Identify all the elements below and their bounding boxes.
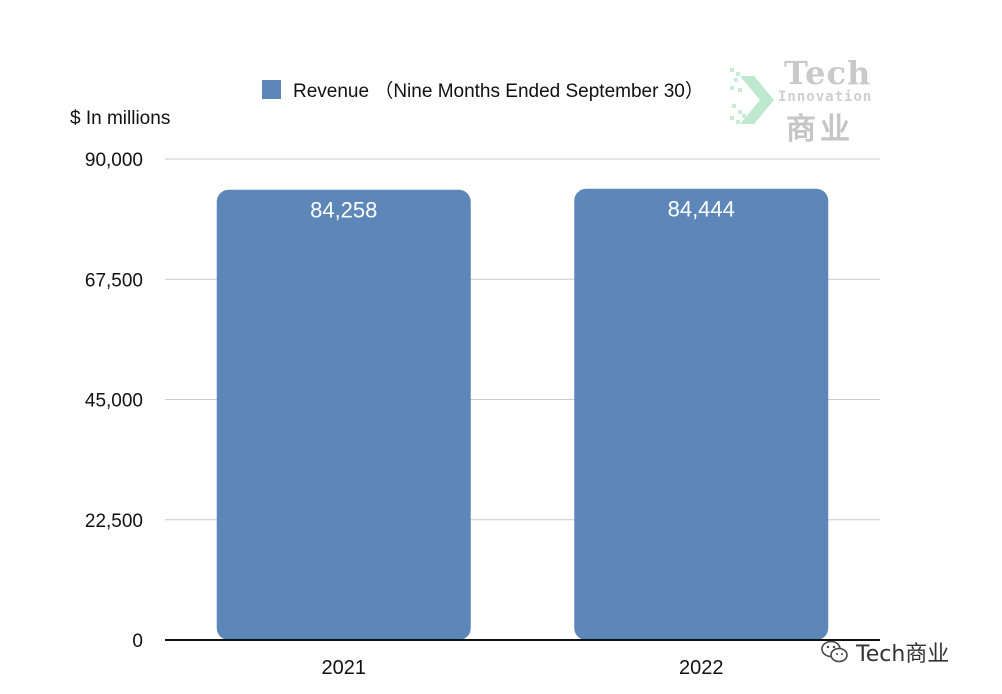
logo-tech-text: Tech: [784, 54, 872, 92]
y-tick-label: 45,000: [85, 391, 143, 412]
watermark-text: Tech商业: [856, 642, 950, 667]
logo-innovation-text: Innovation: [778, 89, 873, 105]
data-label: 84,258: [310, 198, 377, 223]
watermark: Tech商业: [820, 636, 949, 668]
data-label: 84,444: [668, 197, 735, 222]
legend: Revenue （Nine Months Ended September 30）: [262, 76, 704, 103]
bar: [216, 189, 471, 640]
legend-label: Revenue （Nine Months Ended September 30）: [293, 81, 704, 102]
wechat-icon: [821, 640, 848, 663]
y-tick-label: 22,500: [85, 511, 143, 532]
legend-swatch: [262, 80, 281, 99]
x-tick-label: 2022: [679, 657, 724, 679]
y-tick-label: 0: [132, 631, 143, 652]
x-tick-label: 2021: [322, 657, 367, 679]
y-tick-label: 67,500: [85, 270, 143, 291]
y-tick-label: 90,000: [85, 150, 143, 171]
bar: [574, 188, 829, 641]
y-axis-label: $ In millions: [70, 108, 171, 129]
tech-innovation-logo: Tech Innovation 商业: [726, 54, 876, 147]
logo-chinese-text: 商业: [786, 112, 854, 147]
chevron-logo-icon: [730, 68, 774, 124]
